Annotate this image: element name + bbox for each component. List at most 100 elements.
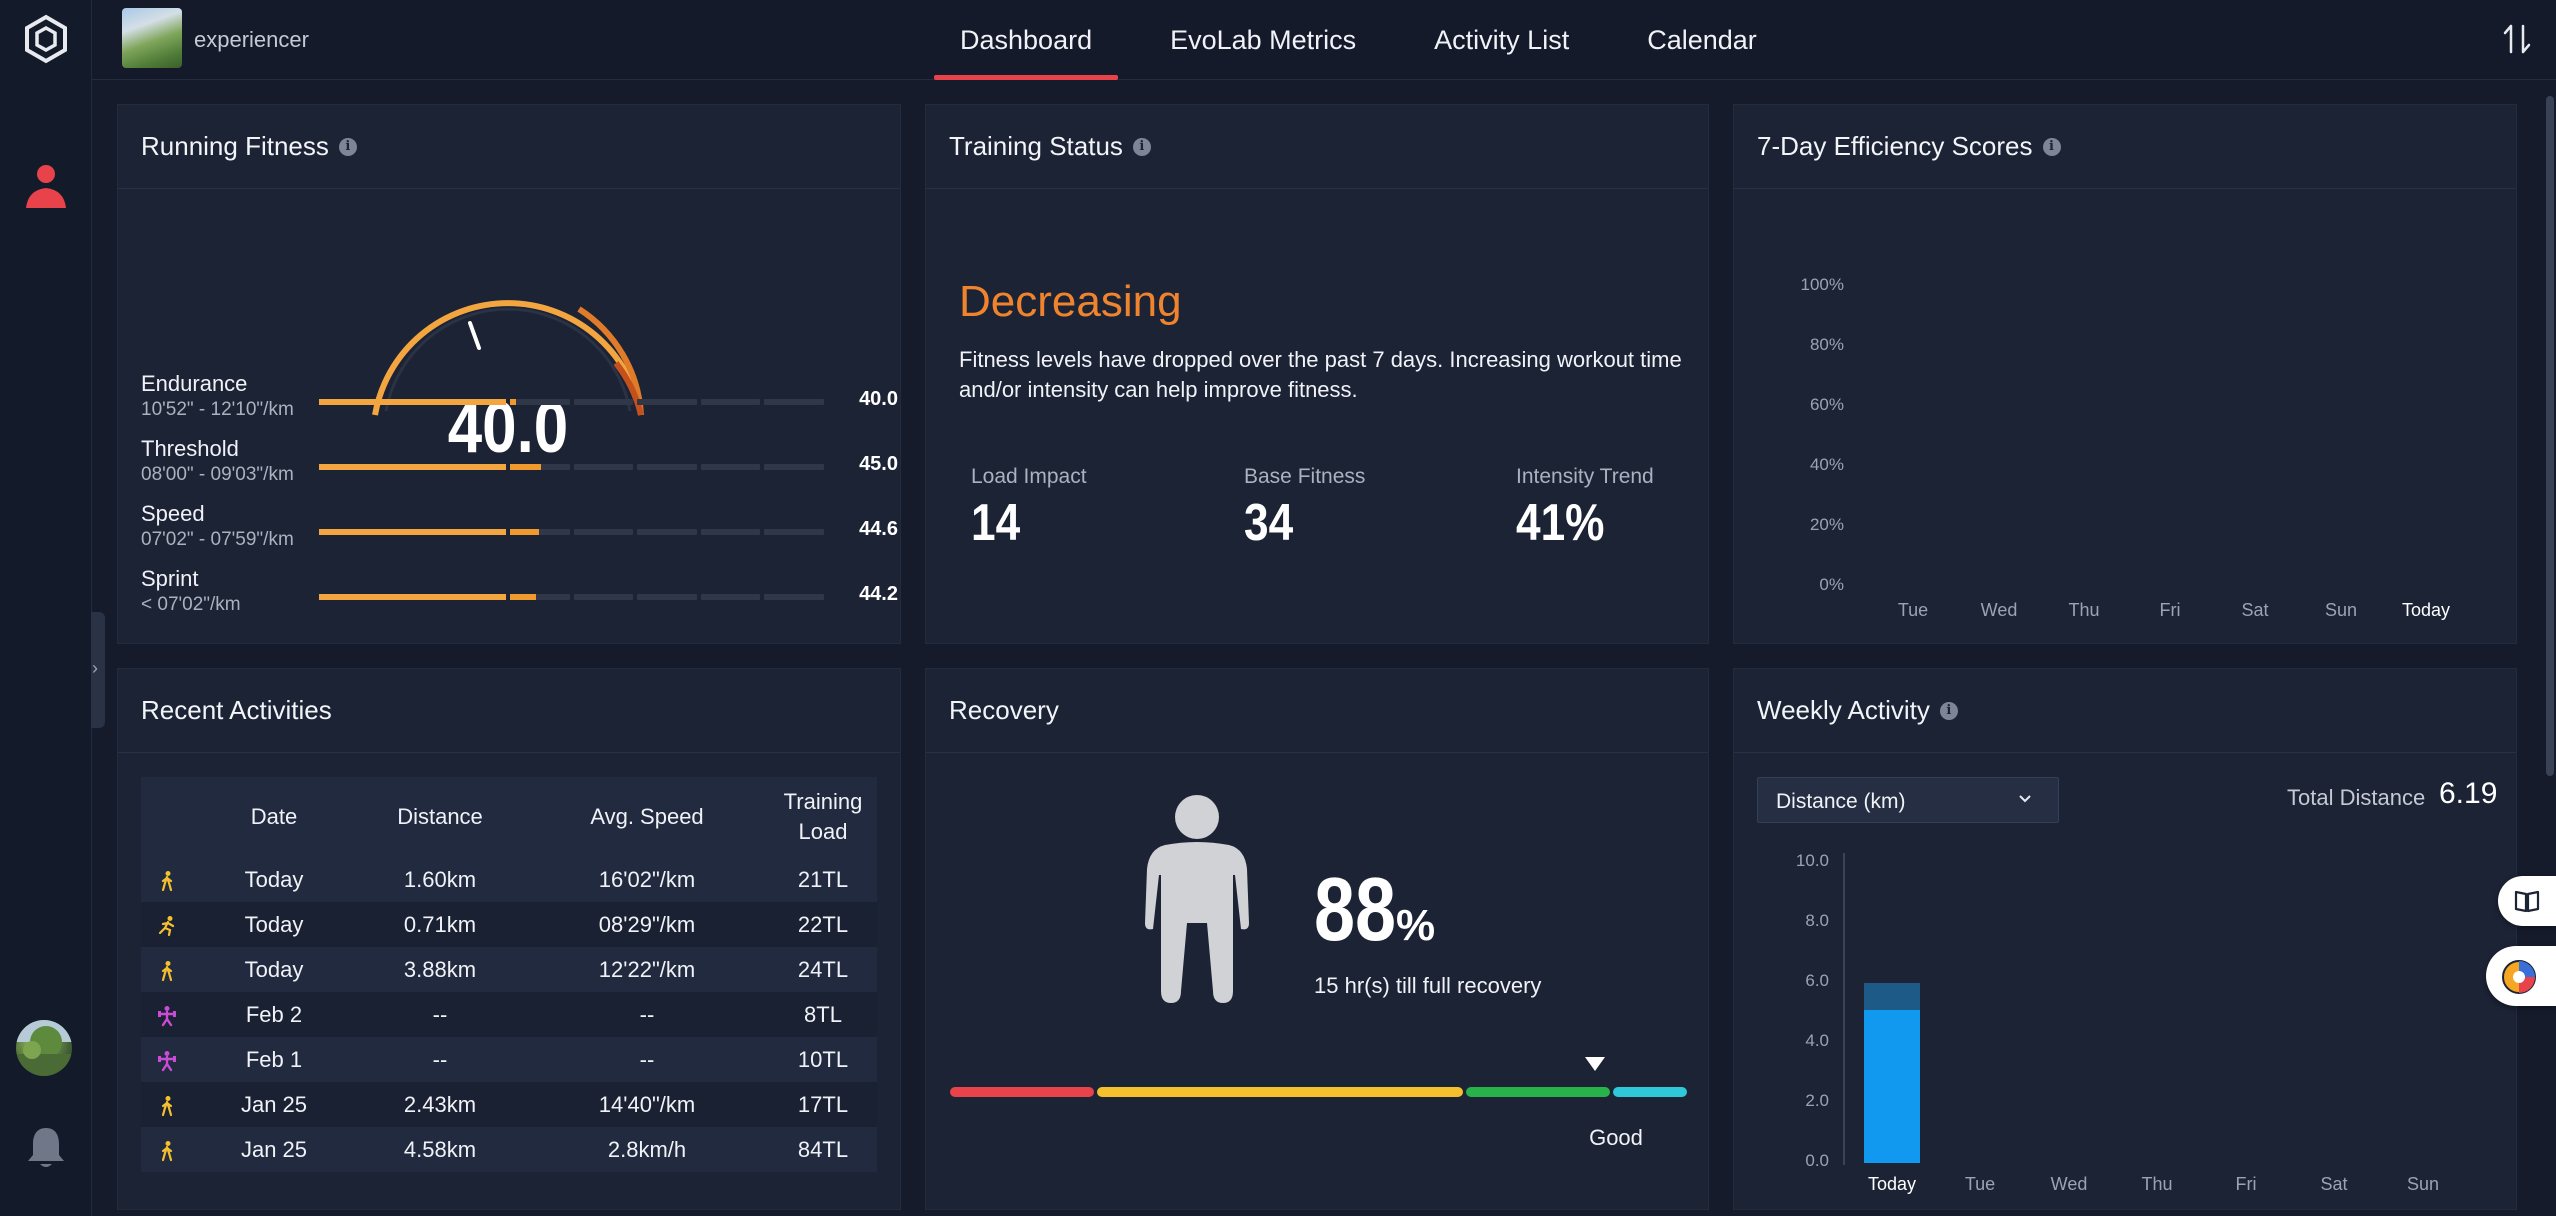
recovery-marker-icon — [1585, 1057, 1605, 1071]
fitness-bar-segment — [509, 399, 570, 405]
info-icon[interactable]: i — [338, 137, 357, 156]
fitness-bar-segment — [700, 399, 761, 405]
fitness-bar-segment — [637, 399, 697, 405]
card-header: Weekly Activity i — [1734, 669, 2516, 753]
walk-icon — [156, 1095, 178, 1117]
y-tick: 0.0 — [1805, 1151, 1829, 1170]
fitness-row-range: 10'52" - 12'10"/km — [141, 399, 294, 420]
info-icon[interactable]: i — [1939, 701, 1958, 720]
table-header: Training Load — [769, 777, 877, 857]
fitness-bar-segment — [573, 529, 634, 535]
table-cell-distance: -- — [355, 1037, 525, 1082]
table-cell-speed: 14'40"/km — [525, 1082, 769, 1127]
activity-type-cell — [141, 902, 193, 947]
metric-label: Base Fitness — [1244, 465, 1366, 488]
fitness-row-bar — [319, 529, 824, 535]
x-tick: Wed — [2050, 1174, 2088, 1194]
fitness-row-speed: Speed 07'02" - 07'59"/km 44.6 — [141, 501, 901, 561]
username: experiencer — [194, 27, 309, 52]
x-tick: Wed — [1980, 600, 2018, 620]
fitness-bar-segment — [764, 464, 824, 470]
info-icon[interactable]: i — [1132, 137, 1151, 156]
card-header: Recovery — [926, 669, 1708, 753]
bar-today-series-1[interactable] — [1864, 983, 1920, 1010]
activity-type-cell — [141, 947, 193, 992]
avatar[interactable] — [16, 1020, 72, 1076]
fitness-row-bar — [319, 594, 824, 600]
page-scrollbar[interactable] — [2546, 96, 2554, 776]
fitness-bar-segment — [700, 464, 761, 470]
tab-activity-list[interactable]: Activity List — [1434, 24, 1570, 55]
fitness-bar-fill — [319, 594, 506, 600]
table-cell-speed: 2.8km/h — [525, 1127, 769, 1172]
x-tick: Sat — [2320, 1174, 2348, 1194]
profile-icon[interactable] — [20, 160, 72, 212]
table-row[interactable]: Feb 1 -- -- 10TL — [141, 1037, 877, 1082]
weekly-bar-chart — [1843, 853, 1920, 1165]
table-row[interactable]: Today 3.88km 12'22"/km 24TL — [141, 947, 877, 992]
table-header-row: Date Distance Avg. Speed Training Load — [141, 777, 877, 857]
rail-collapse-handle[interactable]: › — [91, 612, 105, 728]
sort-icon[interactable] — [2500, 22, 2534, 56]
tab-dashboard[interactable]: Dashboard — [934, 0, 1119, 80]
recovery-bar-green — [1466, 1087, 1610, 1097]
fitness-row-label: Endurance — [141, 371, 248, 396]
info-icon[interactable]: i — [2042, 137, 2061, 156]
main-nav: Dashboard EvoLab Metrics Activity List C… — [934, 0, 1809, 80]
table-row[interactable]: Jan 25 4.58km 2.8km/h 84TL — [141, 1127, 877, 1172]
x-tick: Fri — [2235, 1174, 2257, 1194]
table-cell-date: Feb 1 — [193, 1037, 355, 1082]
activity-type-cell — [141, 1037, 193, 1082]
fitness-bar-segment — [509, 594, 570, 600]
training-status-description: Fitness levels have dropped over the pas… — [959, 347, 1682, 402]
table-cell-speed: -- — [525, 1037, 769, 1082]
y-tick: 40% — [1809, 455, 1844, 474]
user-thumbnail[interactable] — [122, 8, 182, 68]
fitness-row-sprint: Sprint < 07'02"/km 44.2 — [141, 566, 901, 626]
table-row[interactable]: Feb 2 -- -- 8TL — [141, 992, 877, 1037]
table-cell-load: 10TL — [769, 1037, 877, 1082]
total-distance-value: 6.19 — [2439, 777, 2498, 810]
card-title: Running Fitness — [141, 131, 329, 161]
y-tick: 10.0 — [1795, 851, 1829, 870]
table-row[interactable]: Today 1.60km 16'02"/km 21TL — [141, 857, 877, 902]
activity-type-cell — [141, 992, 193, 1037]
theme-button[interactable] — [2486, 946, 2556, 1006]
fitness-row-range: < 07'02"/km — [141, 594, 241, 615]
metric-value: 14 — [971, 494, 1021, 552]
recovery-bar-cyan — [1613, 1087, 1687, 1097]
table-row[interactable]: Today 0.71km 08'29"/km 22TL — [141, 902, 877, 947]
fitness-bar-segment — [637, 529, 697, 535]
left-rail — [0, 0, 92, 1216]
table-cell-speed: 08'29"/km — [525, 902, 769, 947]
x-tick: Tue — [1964, 1174, 1996, 1194]
table-cell-speed: 12'22"/km — [525, 947, 769, 992]
table-cell-load: 21TL — [769, 857, 877, 902]
metric-select[interactable]: Distance (km) — [1757, 777, 2059, 823]
walk-icon — [156, 870, 178, 892]
fitness-row-range: 07'02" - 07'59"/km — [141, 529, 294, 550]
fitness-bar-fill — [319, 464, 506, 470]
x-tick: Sat — [2241, 600, 2269, 620]
app-logo-icon[interactable] — [21, 14, 71, 64]
total-distance-label: Total Distance — [2287, 785, 2426, 810]
fitness-bar-segment — [573, 594, 634, 600]
tab-evolab-metrics[interactable]: EvoLab Metrics — [1170, 24, 1357, 55]
bell-icon[interactable] — [22, 1124, 70, 1172]
fitness-bar-fill — [509, 529, 539, 535]
table-row[interactable]: Jan 25 2.43km 14'40"/km 17TL — [141, 1082, 877, 1127]
metric-intensity-trend: Intensity Trend 41% — [1516, 465, 1654, 553]
guide-button[interactable] — [2498, 876, 2556, 926]
tab-calendar[interactable]: Calendar — [1647, 24, 1757, 55]
fitness-bar-segment — [509, 529, 570, 535]
x-tick: Sun — [2324, 600, 2358, 620]
y-tick: 2.0 — [1805, 1091, 1829, 1110]
activity-type-cell — [141, 857, 193, 902]
bar-today-series-0[interactable] — [1864, 1010, 1920, 1163]
table-cell-distance: 1.60km — [355, 857, 525, 902]
table-cell-speed: 16'02"/km — [525, 857, 769, 902]
table-cell-load: 84TL — [769, 1127, 877, 1172]
run-icon — [156, 915, 178, 937]
x-tick: Thu — [2141, 1174, 2173, 1194]
x-tick: Tue — [1897, 600, 1929, 620]
